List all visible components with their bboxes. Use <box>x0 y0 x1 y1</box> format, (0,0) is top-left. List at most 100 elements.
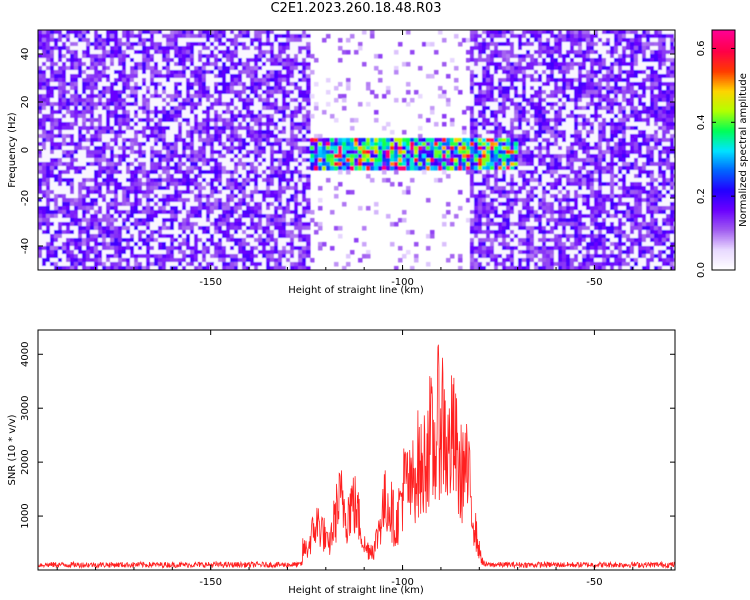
heatmap-cell <box>206 54 211 59</box>
heatmap-cell <box>438 146 443 151</box>
heatmap-cell <box>210 118 215 123</box>
heatmap-cell <box>478 138 483 143</box>
heatmap-cell <box>422 158 427 163</box>
heatmap-cell <box>630 162 635 167</box>
heatmap-cell <box>522 118 527 123</box>
heatmap-cell <box>94 122 99 127</box>
heatmap-cell <box>518 78 523 83</box>
heatmap-cell <box>274 146 279 151</box>
heatmap-cell <box>578 66 583 71</box>
heatmap-cell <box>322 138 327 143</box>
heatmap-cell <box>662 130 667 135</box>
heatmap-cell <box>638 102 643 107</box>
heatmap-cell <box>602 70 607 75</box>
heatmap-cell <box>590 38 595 43</box>
heatmap-cell <box>494 50 499 55</box>
heatmap-cell <box>334 166 339 171</box>
heatmap-cell <box>638 78 643 83</box>
heatmap-cell <box>262 122 267 127</box>
heatmap-cell <box>110 90 115 95</box>
heatmap-cell <box>218 134 223 139</box>
heatmap-cell <box>670 174 675 179</box>
heatmap-cell <box>114 86 119 91</box>
heatmap-cell <box>470 94 475 99</box>
heatmap-cell <box>498 70 503 75</box>
heatmap-cell <box>350 166 355 171</box>
heatmap-cell <box>606 62 611 67</box>
heatmap-cell <box>650 126 655 131</box>
heatmap-cell <box>482 178 487 183</box>
heatmap-cell <box>562 114 567 119</box>
heatmap-cell <box>594 110 599 115</box>
heatmap-cell <box>46 50 51 55</box>
heatmap-cell <box>586 50 591 55</box>
heatmap-cell <box>598 54 603 59</box>
heatmap-cell <box>198 98 203 103</box>
heatmap-cell <box>622 154 627 159</box>
heatmap-cell <box>478 50 483 55</box>
heatmap-cell <box>62 74 67 79</box>
heatmap-cell <box>498 58 503 63</box>
heatmap-cell <box>590 166 595 171</box>
heatmap-cell <box>614 126 619 131</box>
heatmap-cell <box>522 158 527 163</box>
heatmap-cell <box>518 134 523 139</box>
heatmap-cell <box>102 70 107 75</box>
heatmap-cell <box>42 134 47 139</box>
heatmap-cell <box>62 142 67 147</box>
heatmap-cell <box>274 142 279 147</box>
heatmap-cell <box>250 38 255 43</box>
heatmap-cell <box>378 154 383 159</box>
heatmap-cell <box>166 106 171 111</box>
heatmap-cell <box>38 42 43 47</box>
heatmap-cell <box>222 30 227 35</box>
heatmap-cell <box>286 98 291 103</box>
heatmap-cell <box>602 142 607 147</box>
heatmap-cell <box>246 174 251 179</box>
heatmap-cell <box>178 106 183 111</box>
heatmap-cell <box>642 118 647 123</box>
heatmap-cell <box>590 54 595 59</box>
heatmap-cell <box>358 150 363 155</box>
heatmap-cell <box>618 38 623 43</box>
heatmap-cell <box>522 98 527 103</box>
heatmap-cell <box>586 118 591 123</box>
heatmap-cell <box>494 162 499 167</box>
heatmap-cell <box>566 38 571 43</box>
heatmap-cell <box>594 62 599 67</box>
heatmap-cell <box>594 142 599 147</box>
heatmap-cell <box>514 130 519 135</box>
heatmap-cell <box>282 106 287 111</box>
heatmap-cell <box>214 34 219 39</box>
heatmap-cell <box>154 38 159 43</box>
heatmap-cell <box>266 78 271 83</box>
heatmap-cell <box>134 162 139 167</box>
heatmap-cell <box>282 158 287 163</box>
heatmap-cell <box>662 78 667 83</box>
heatmap-cell <box>558 114 563 119</box>
heatmap-cell <box>590 134 595 139</box>
heatmap-cell <box>102 42 107 47</box>
heatmap-cell <box>654 90 659 95</box>
heatmap-cell <box>190 138 195 143</box>
heatmap-cell <box>438 138 443 143</box>
heatmap-cell <box>474 74 479 79</box>
heatmap-cell <box>574 62 579 67</box>
heatmap-cell <box>494 86 499 91</box>
heatmap-cell <box>102 178 107 183</box>
heatmap-cell <box>270 106 275 111</box>
heatmap-cell <box>626 50 631 55</box>
heatmap-cell <box>406 150 411 155</box>
heatmap-cell <box>262 154 267 159</box>
heatmap-cell <box>122 122 127 127</box>
heatmap-cell <box>666 78 671 83</box>
heatmap-cell <box>42 30 47 35</box>
heatmap-cell <box>70 90 75 95</box>
heatmap-cell <box>626 34 631 39</box>
heatmap-cell <box>466 50 471 55</box>
heatmap-cell <box>158 118 163 123</box>
heatmap-cell <box>62 102 67 107</box>
heatmap-cell <box>146 126 151 131</box>
heatmap-cell <box>62 126 67 131</box>
heatmap-cell <box>622 118 627 123</box>
